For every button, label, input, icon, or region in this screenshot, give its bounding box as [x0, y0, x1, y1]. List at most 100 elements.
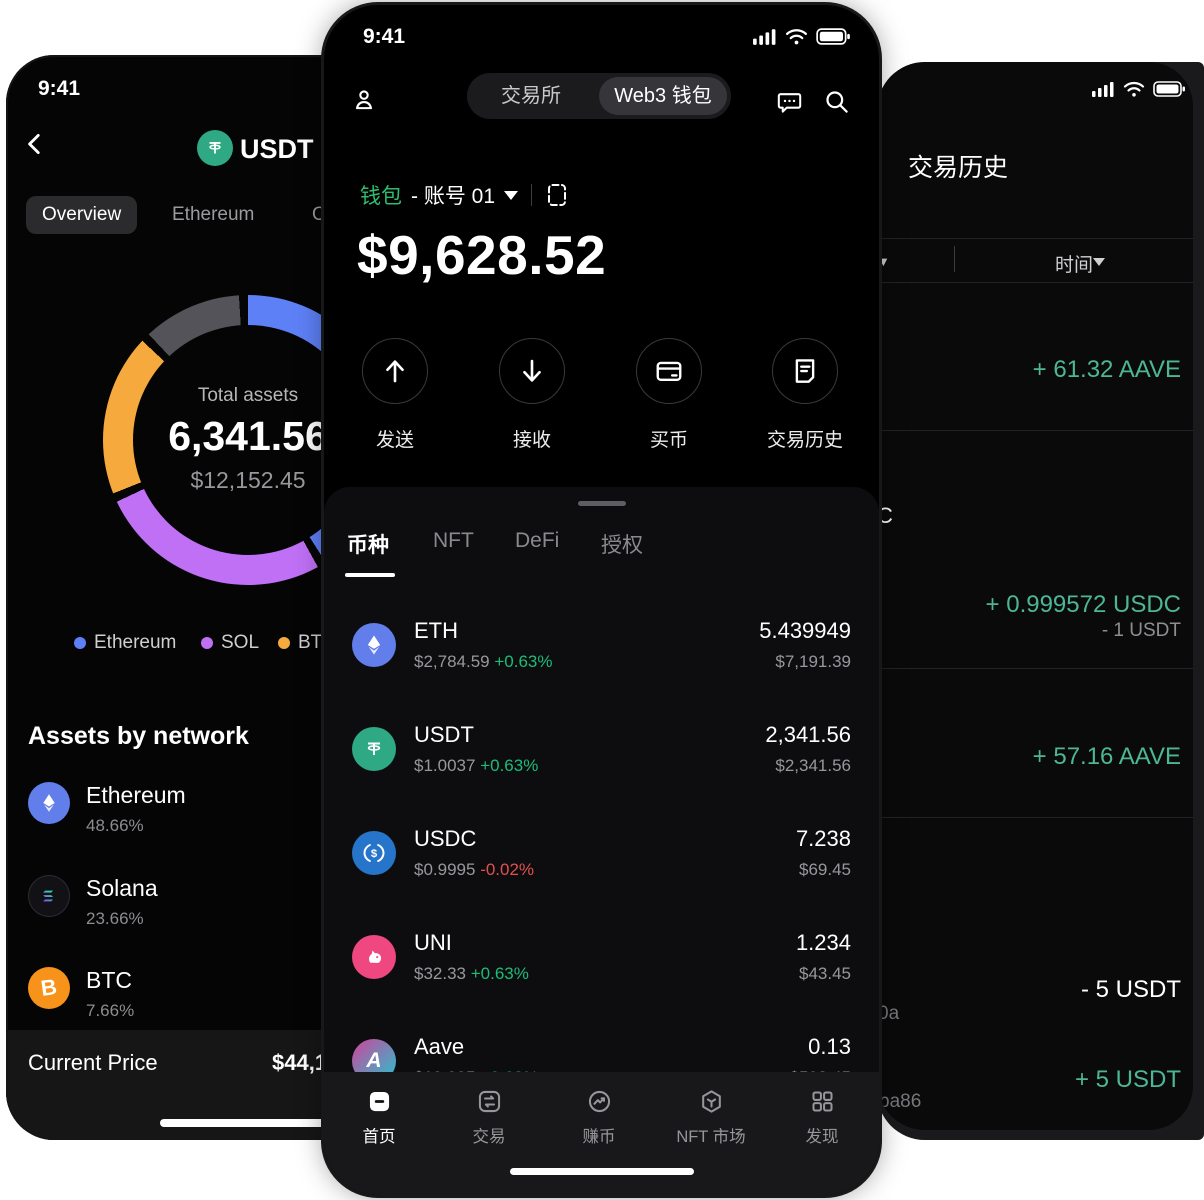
transaction-amount[interactable]: + 57.16 AAVE — [1032, 743, 1181, 770]
tab-overview[interactable]: Overview — [26, 196, 138, 234]
tab-ethereum[interactable]: Ethereum — [172, 204, 255, 225]
drag-handle[interactable] — [578, 501, 626, 506]
clipped-text-fragment: C — [877, 503, 893, 528]
divider — [877, 668, 1193, 669]
token-change: +0.63% — [480, 756, 539, 775]
nav-label: 赚币 — [582, 1128, 616, 1146]
search-icon — [823, 88, 849, 115]
btc-network-icon: B — [28, 967, 70, 1009]
aave-glyph: A — [366, 1049, 382, 1072]
time-filter[interactable]: 时间 — [1055, 255, 1094, 276]
eth-token-icon — [352, 623, 396, 667]
card-icon — [636, 338, 702, 404]
transaction-amount[interactable]: + 5 USDT — [1074, 1066, 1181, 1093]
search-button[interactable] — [823, 88, 849, 114]
total-assets-usd: $12,152.45 — [190, 467, 306, 493]
transaction-amount[interactable]: + 0.999572 USDC — [985, 591, 1181, 618]
nav-home[interactable]: 首页 — [329, 1088, 429, 1147]
network-row-solana[interactable]: Solana 23.66% — [28, 875, 158, 929]
page-title: USDT — [240, 134, 314, 164]
legend-item-ethereum: Ethereum — [74, 632, 176, 654]
status-icons — [1091, 80, 1186, 98]
right-phone: 交易历史 ▼ 时间 + 61.32 AAVE C + 0.999572 USDC… — [877, 62, 1204, 1140]
wifi-icon — [784, 27, 809, 46]
buy-crypto-button[interactable]: 买币 — [602, 338, 736, 452]
trade-arrows-icon — [439, 1088, 539, 1115]
right-phone-screen: 交易历史 ▼ 时间 + 61.32 AAVE C + 0.999572 USDC… — [877, 62, 1193, 1130]
btc-glyph: B — [39, 974, 59, 1001]
legend-dot — [278, 637, 290, 649]
support-chat-button[interactable] — [776, 88, 802, 114]
usdt-token-icon — [197, 130, 233, 166]
token-row-usdc[interactable]: $ USDC $0.9995 -0.02% 7.238 $69.45 — [324, 801, 879, 905]
tab-approvals[interactable]: 授权 — [601, 534, 643, 557]
token-row-usdt[interactable]: USDT $1.0037 +0.63% 2,341.56 $2,341.56 — [324, 697, 879, 801]
transaction-history-button[interactable]: 交易历史 — [738, 338, 872, 452]
token-change: +0.63% — [494, 652, 553, 671]
chevron-down-icon — [504, 190, 519, 200]
token-symbol: Aave — [414, 1034, 465, 1059]
token-usd-value: $43.45 — [799, 964, 851, 983]
nav-earn[interactable]: 赚币 — [549, 1088, 649, 1147]
send-arrow-up-icon — [362, 338, 428, 404]
send-button[interactable]: 发送 — [328, 338, 462, 452]
token-amount: 5.439949 — [759, 618, 851, 643]
token-row-uni[interactable]: UNI $32.33 +0.63% 1.234 $43.45 — [324, 905, 879, 1009]
filter-separator — [954, 246, 955, 272]
action-label: 买币 — [649, 430, 688, 451]
network-percent: 7.66% — [86, 1001, 135, 1020]
network-row-ethereum[interactable]: Ethereum 48.66% — [28, 782, 186, 836]
token-symbol: UNI — [414, 930, 452, 955]
tab-defi[interactable]: DeFi — [515, 529, 560, 552]
legend-item-sol: SOL — [201, 632, 259, 654]
nav-label: 发现 — [805, 1128, 839, 1146]
status-icons — [752, 27, 851, 46]
action-label: 交易历史 — [766, 430, 843, 451]
document-icon — [772, 338, 838, 404]
account-selector[interactable]: 钱包 - 账号 01 — [360, 181, 569, 209]
legend-label: SOL — [221, 632, 260, 653]
scan-icon[interactable] — [545, 182, 569, 208]
profile-button[interactable] — [351, 87, 377, 113]
transaction-amount[interactable]: + 61.32 AAVE — [1032, 356, 1181, 383]
token-price: $1.0037 — [414, 756, 476, 775]
svg-text:$: $ — [371, 848, 378, 860]
nav-discover[interactable]: 发现 — [772, 1088, 872, 1147]
receive-arrow-down-icon — [499, 338, 565, 404]
home-indicator[interactable] — [510, 1168, 694, 1175]
center-phone: 9:41 交易所 Web3 钱包 — [324, 5, 879, 1195]
nav-trade[interactable]: 交易 — [439, 1088, 539, 1147]
back-button[interactable] — [22, 131, 48, 157]
chat-icon — [776, 88, 802, 115]
home-indicator[interactable] — [160, 1119, 360, 1127]
total-assets-label: Total assets — [197, 385, 299, 406]
transaction-secondary: - 1 USDT — [1101, 620, 1181, 641]
receive-button[interactable]: 接收 — [465, 338, 599, 452]
chevron-down-icon — [1093, 258, 1105, 266]
person-icon — [351, 87, 377, 113]
tab-nft[interactable]: NFT — [433, 529, 474, 552]
earn-trend-icon — [549, 1088, 649, 1115]
back-chevron-icon — [22, 131, 48, 157]
page-title: 交易历史 — [908, 154, 1009, 182]
nav-nft-market[interactable]: NFT 市场 — [661, 1088, 761, 1147]
token-price: $32.33 — [414, 964, 466, 983]
token-usd-value: $69.45 — [799, 860, 851, 879]
left-filter-fragment[interactable]: ▼ — [877, 254, 890, 269]
address-fragment: ba86 — [879, 1091, 922, 1112]
account-label: - 账号 01 — [411, 185, 496, 208]
tab-coins[interactable]: 币种 — [347, 534, 389, 557]
token-symbol: USDT — [414, 722, 474, 747]
network-row-btc[interactable]: B BTC 7.66% — [28, 967, 134, 1021]
tab-third[interactable]: O — [312, 204, 327, 225]
token-change: -0.02% — [480, 860, 535, 879]
segment-exchange[interactable]: 交易所 — [501, 85, 561, 107]
segment-web3-wallet[interactable]: Web3 钱包 — [599, 77, 727, 115]
transaction-amount[interactable]: - 5 USDT — [1080, 976, 1181, 1003]
divider — [877, 817, 1193, 818]
action-label: 发送 — [375, 430, 414, 451]
token-row-eth[interactable]: ETH $2,784.59 +0.63% 5.439949 $7,191.39 — [324, 593, 879, 697]
token-symbol: USDC — [414, 826, 477, 851]
total-assets-value: 6,341.56 — [168, 413, 328, 459]
